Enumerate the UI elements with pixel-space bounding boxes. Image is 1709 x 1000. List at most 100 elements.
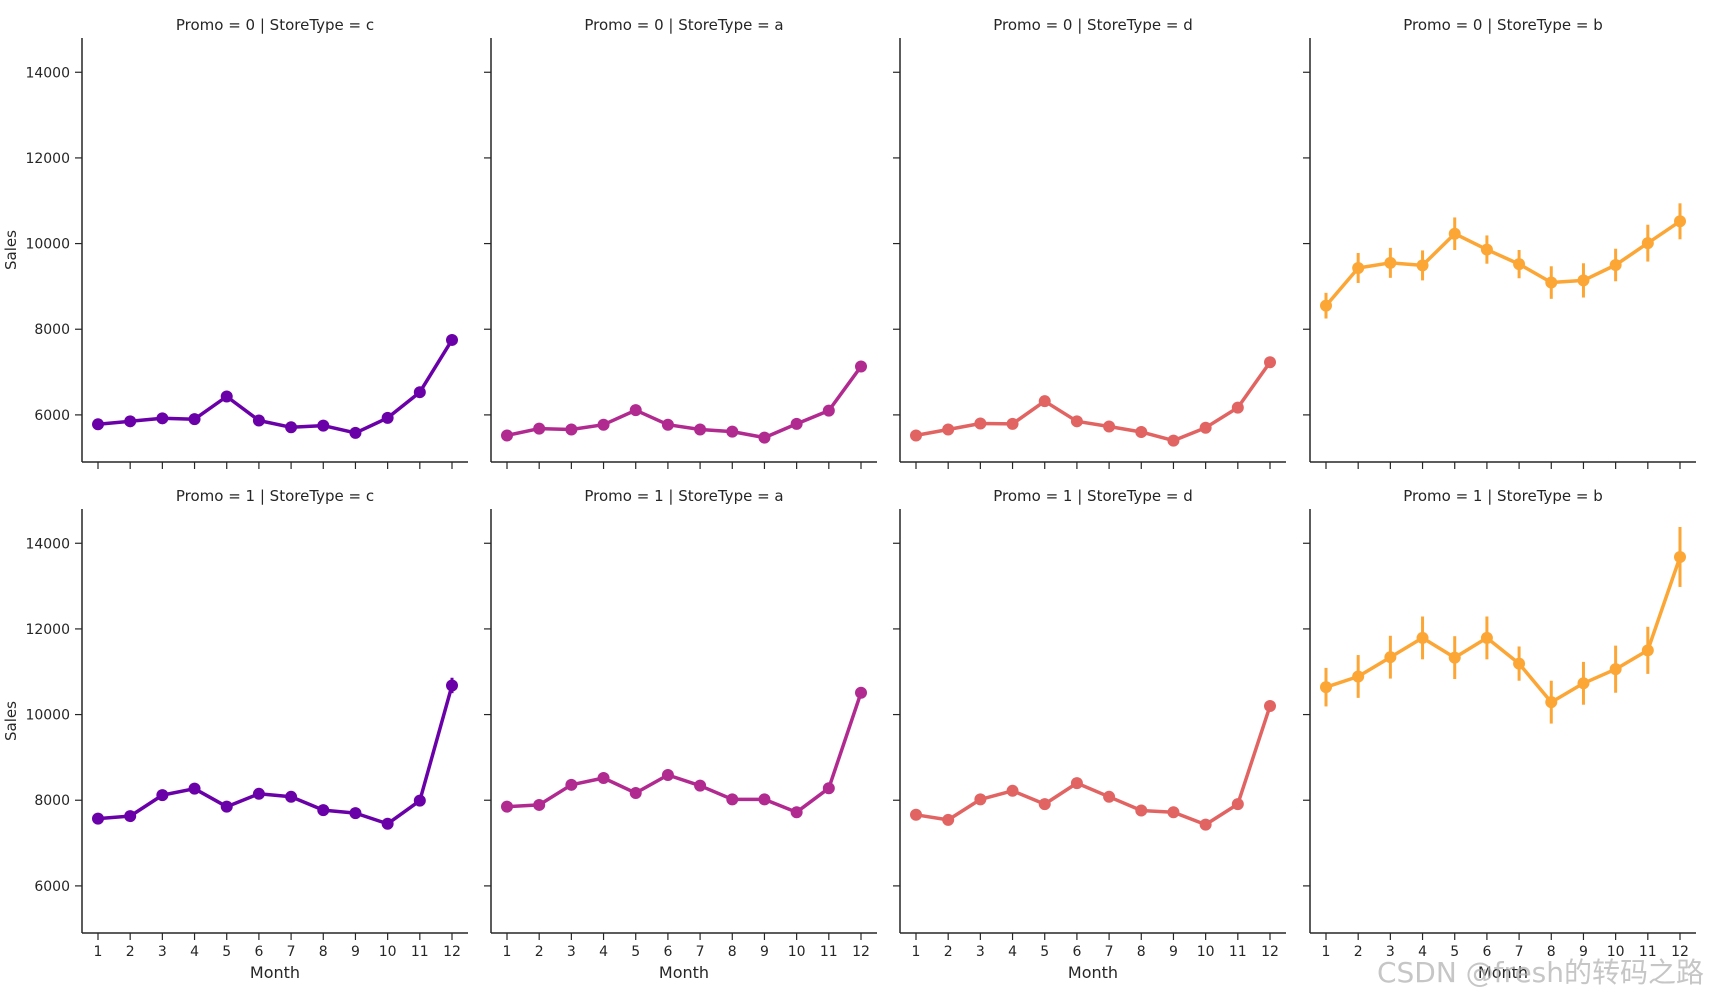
data-point [1641,237,1654,250]
data-point [822,782,835,795]
data-point [1513,258,1526,271]
x-tick-label: 1 [94,944,103,960]
data-point [1352,261,1365,274]
series-line [506,692,863,814]
x-tick-label: 11 [1639,944,1657,960]
y-axis-label: Sales [2,701,20,741]
data-point [124,810,137,823]
data-point [1416,631,1429,644]
series-line [506,365,863,440]
x-tick-label: 5 [631,944,640,960]
facet-panel-1: Promo = 0 | StoreType = c 6000 8000 10000 12… [2,16,468,469]
panel-title: Promo = 0 | StoreType = d [993,16,1193,34]
x-tick-label: 5 [1450,944,1459,960]
data-point [349,426,362,439]
facet-panel-4: Promo = 0 | StoreType = b [1303,16,1696,469]
data-point [1545,276,1558,289]
data-point [726,793,739,806]
x-tick-label: 2 [944,944,953,960]
data-point [1674,215,1686,228]
data-point [726,425,739,438]
data-point [156,412,169,425]
panel-title: Promo = 0 | StoreType = c [176,16,374,34]
y-tick-label: 14000 [25,65,70,81]
x-tick-label: 3 [1386,944,1395,960]
x-tick-label: 3 [976,944,985,960]
data-point [1416,259,1429,272]
data-point [349,807,362,820]
panel-title: Promo = 0 | StoreType = b [1403,16,1603,34]
x-tick-label: 12 [1261,944,1279,960]
panel-title: Promo = 1 | StoreType = a [584,487,783,505]
x-tick-label: 7 [1515,944,1524,960]
data-point [629,786,642,799]
data-point [597,418,610,431]
data-point [1199,421,1212,434]
x-tick-label: 10 [1197,944,1215,960]
x-tick-label: 9 [760,944,769,960]
y-tick-label: 8000 [34,793,70,809]
data-point [629,404,642,417]
x-tick-label: 5 [222,944,231,960]
x-tick-label: 11 [411,944,429,960]
data-point [790,417,803,430]
facet-panel-8: Promo = 1 | StoreType = b1 2 3 4 5 6 7 8 9 10 11 12… [1303,487,1696,982]
x-tick-label: 6 [1072,944,1081,960]
panel-title: Promo = 1 | StoreType = d [993,487,1193,505]
x-tick-label: 7 [1105,944,1114,960]
data-point [1038,798,1051,811]
data-point [974,417,987,430]
x-axis-label: Month [659,963,709,982]
watermark: CSDN @fresh的转码之路 [1377,956,1704,989]
data-point [1545,696,1558,709]
data-point [1513,657,1526,670]
x-axis-label: Month [1478,963,1528,982]
data-point [1038,395,1051,408]
data-point [855,360,867,373]
x-tick-label: 10 [379,944,397,960]
data-point [1135,426,1148,439]
data-point [1264,356,1276,369]
data-point [317,419,330,432]
data-point [252,414,265,427]
y-tick-label: 12000 [25,622,70,638]
data-point [1199,818,1212,831]
x-axis-label: Month [1068,963,1118,982]
data-point [1103,420,1116,433]
x-tick-label: 9 [1169,944,1178,960]
data-point [501,429,513,442]
x-tick-label: 9 [351,944,360,960]
x-axis-label: Month [250,963,300,982]
data-point [1480,243,1493,256]
data-point [822,404,835,417]
x-tick-label: 8 [319,944,328,960]
panels-layer: Promo = 0 | StoreType = c600080001000012… [2,16,1696,982]
x-tick-label: 10 [1607,944,1625,960]
y-tick-label: 10000 [25,237,70,253]
data-point [942,423,955,436]
data-point [1609,258,1622,271]
series-line [1324,219,1681,307]
y-tick-label: 10000 [25,708,70,724]
data-point [910,808,922,821]
y-tick-label: 6000 [34,879,70,895]
x-tick-label: 3 [158,944,167,960]
data-point [446,333,458,346]
data-point [910,429,922,442]
x-tick-label: 12 [443,944,461,960]
x-tick-label: 8 [728,944,737,960]
x-tick-label: 4 [1008,944,1017,960]
data-point [1006,784,1019,797]
data-point [124,415,137,428]
data-point [413,386,426,399]
y-tick-label: 8000 [34,322,70,338]
x-tick-label: 6 [1482,944,1491,960]
x-tick-label: 8 [1547,944,1556,960]
data-point [694,779,707,792]
x-tick-label: 12 [1671,944,1689,960]
x-tick-label: 5 [1040,944,1049,960]
data-point [1674,550,1686,563]
data-point [1577,274,1590,287]
data-point [252,787,265,800]
